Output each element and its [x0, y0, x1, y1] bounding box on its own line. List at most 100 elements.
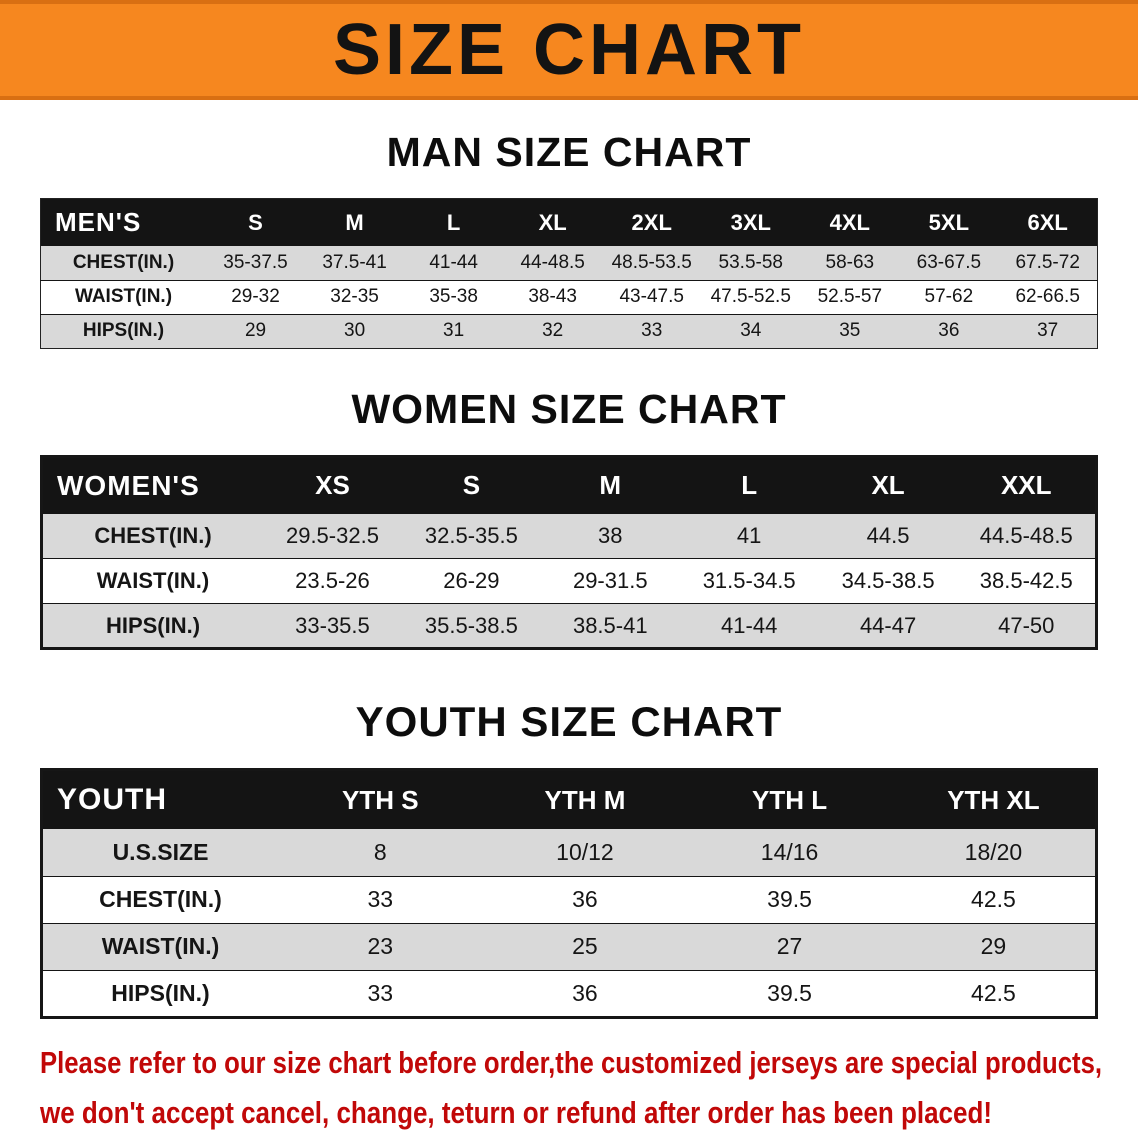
size-cell: 67.5-72 — [1015, 251, 1080, 273]
table-row: WAIST(IN.) 29-32 32-35 35-38 38-43 43-47.5 47.… — [40, 280, 1098, 314]
size-cell: 29 — [244, 320, 267, 341]
column-header: 4XL — [800, 198, 900, 246]
size-cell: 29-31.5 — [572, 568, 648, 593]
column-header: XL — [818, 456, 958, 514]
row-label: U.S.SIZE — [112, 838, 209, 865]
table-title-cell: WOMEN'S — [41, 456, 263, 514]
row-label: CHEST(IN.) — [94, 522, 212, 548]
size-cell: 41-44 — [721, 612, 778, 638]
row-label: WAIST(IN.) — [74, 286, 173, 307]
size-cell: 41 — [736, 522, 762, 548]
size-cell: 14/16 — [760, 838, 819, 865]
column-header: YTH S — [278, 769, 483, 829]
size-cell: 34 — [740, 320, 762, 341]
size-cell: 44.5 — [866, 522, 910, 548]
size-cell: 33-35.5 — [295, 612, 370, 638]
row-label: HIPS(IN.) — [82, 320, 165, 341]
column-header: 2XL — [602, 198, 702, 246]
size-cell: 57-62 — [924, 286, 974, 307]
size-cell: 29-32 — [231, 286, 280, 307]
size-cell: 52.5-57 — [817, 286, 883, 307]
column-header: YTH M — [482, 769, 688, 829]
table-row: WAIST(IN.) 23.5-26 26-29 29-31.5 31.5-34.5 34… — [41, 558, 1097, 604]
column-header: XS — [263, 456, 402, 514]
disclaimer: Please refer to our size chart before or… — [40, 1041, 1138, 1141]
column-header: 5XL — [899, 198, 999, 246]
men-section-heading: MAN SIZE CHART — [386, 129, 752, 175]
size-cell: 35-37.5 — [223, 251, 288, 273]
size-cell: 48.5-53.5 — [611, 251, 692, 273]
size-cell: 30 — [344, 320, 366, 341]
size-cell: 18/20 — [964, 838, 1023, 865]
size-cell: 36 — [572, 979, 598, 1006]
size-cell: 23.5-26 — [295, 568, 370, 593]
size-cell: 36 — [938, 320, 960, 341]
column-header: YTH L — [687, 769, 892, 829]
size-cell: 53.5-58 — [718, 251, 783, 273]
size-cell: 42.5 — [971, 979, 1016, 1006]
size-cell: 44-48.5 — [520, 251, 585, 273]
size-cell: 38.5-41 — [572, 612, 648, 638]
size-cell: 44-47 — [859, 612, 917, 638]
column-header: YTH XL — [891, 769, 1097, 829]
table-title-cell: MEN'S — [40, 198, 206, 246]
size-cell: 63-67.5 — [916, 251, 982, 273]
size-cell: 33 — [367, 886, 394, 912]
size-cell: 23 — [367, 933, 394, 959]
column-header: 3XL — [701, 198, 801, 246]
banner-title: SIZE CHART — [333, 10, 805, 90]
size-cell: 25 — [572, 933, 598, 959]
column-header: S — [206, 198, 306, 246]
disclaimer-line-1: Please refer to our size chart before or… — [40, 1044, 1102, 1080]
disclaimer-line-2: we don't accept cancel, change, teturn o… — [40, 1094, 992, 1130]
size-cell: 37 — [1037, 320, 1059, 341]
section-women: WOMEN SIZE CHART WOMEN'S XS S M L XL XXL CHEST(… — [0, 385, 1138, 650]
table-row: HIPS(IN.) 33-35.5 35.5-38.5 38.5-41 41-44 44-… — [41, 603, 1097, 649]
section-youth: YOUTH SIZE CHART YOUTH YTH S YTH M YTH L YTH… — [0, 698, 1138, 1019]
size-cell: 26-29 — [443, 568, 500, 593]
size-cell: 37.5-41 — [322, 251, 387, 273]
size-cell: 8 — [373, 838, 387, 865]
size-cell: 35-38 — [429, 286, 478, 307]
size-cell: 35 — [839, 320, 861, 341]
size-cell: 36 — [572, 886, 598, 912]
size-cell: 31 — [443, 320, 465, 341]
row-label: HIPS(IN.) — [105, 612, 201, 638]
column-header: M — [305, 198, 405, 246]
column-header: 6XL — [998, 198, 1098, 246]
size-cell: 38-43 — [528, 286, 577, 307]
column-header: XL — [503, 198, 603, 246]
table-row: WAIST(IN.) 23 25 27 29 — [41, 923, 1097, 970]
size-cell: 32 — [542, 320, 564, 341]
size-cell: 29 — [980, 933, 1007, 959]
size-cell: 10/12 — [556, 838, 614, 865]
table-row: HIPS(IN.) 29 30 31 32 33 34 35 36 37 — [40, 314, 1098, 348]
size-cell: 47-50 — [998, 612, 1055, 638]
table-title-cell: YOUTH — [41, 769, 278, 829]
youth-section-heading: YOUTH SIZE CHART — [355, 698, 783, 745]
size-cell: 33 — [367, 979, 394, 1006]
womens-size-table: WOMEN'S XS S M L XL XXL CHEST(IN.) 29.5-32.5 32.5… — [40, 454, 1098, 650]
size-cell: 39.5 — [767, 979, 812, 1006]
size-cell: 34.5-38.5 — [841, 568, 935, 593]
row-label: CHEST(IN.) — [99, 886, 222, 912]
column-header: L — [404, 198, 504, 246]
size-cell: 27 — [776, 933, 803, 959]
size-cell: 33 — [641, 320, 663, 341]
size-cell: 43-47.5 — [619, 286, 684, 307]
size-cell: 42.5 — [971, 886, 1016, 912]
size-cell: 39.5 — [767, 886, 812, 912]
size-cell: 32-35 — [330, 286, 379, 307]
section-men: MAN SIZE CHART MEN'S S M L XL 2XL 3XL 4XL 5XL 6XL… — [0, 128, 1138, 349]
banner: SIZE CHART — [0, 0, 1138, 100]
size-cell: 62-66.5 — [1015, 286, 1080, 307]
size-cell: 47.5-52.5 — [710, 286, 791, 307]
size-cell: 38.5-42.5 — [979, 568, 1073, 593]
table-row: HIPS(IN.) 33 36 39.5 42.5 — [41, 970, 1097, 1017]
size-cell: 44.5-48.5 — [979, 522, 1073, 548]
mens-size-table: MEN'S S M L XL 2XL 3XL 4XL 5XL 6XL CHEST(IN.) 35-37… — [40, 198, 1098, 349]
table-row: CHEST(IN.) 33 36 39.5 42.5 — [41, 876, 1097, 923]
row-label: WAIST(IN.) — [101, 933, 220, 959]
row-label: HIPS(IN.) — [111, 979, 210, 1006]
